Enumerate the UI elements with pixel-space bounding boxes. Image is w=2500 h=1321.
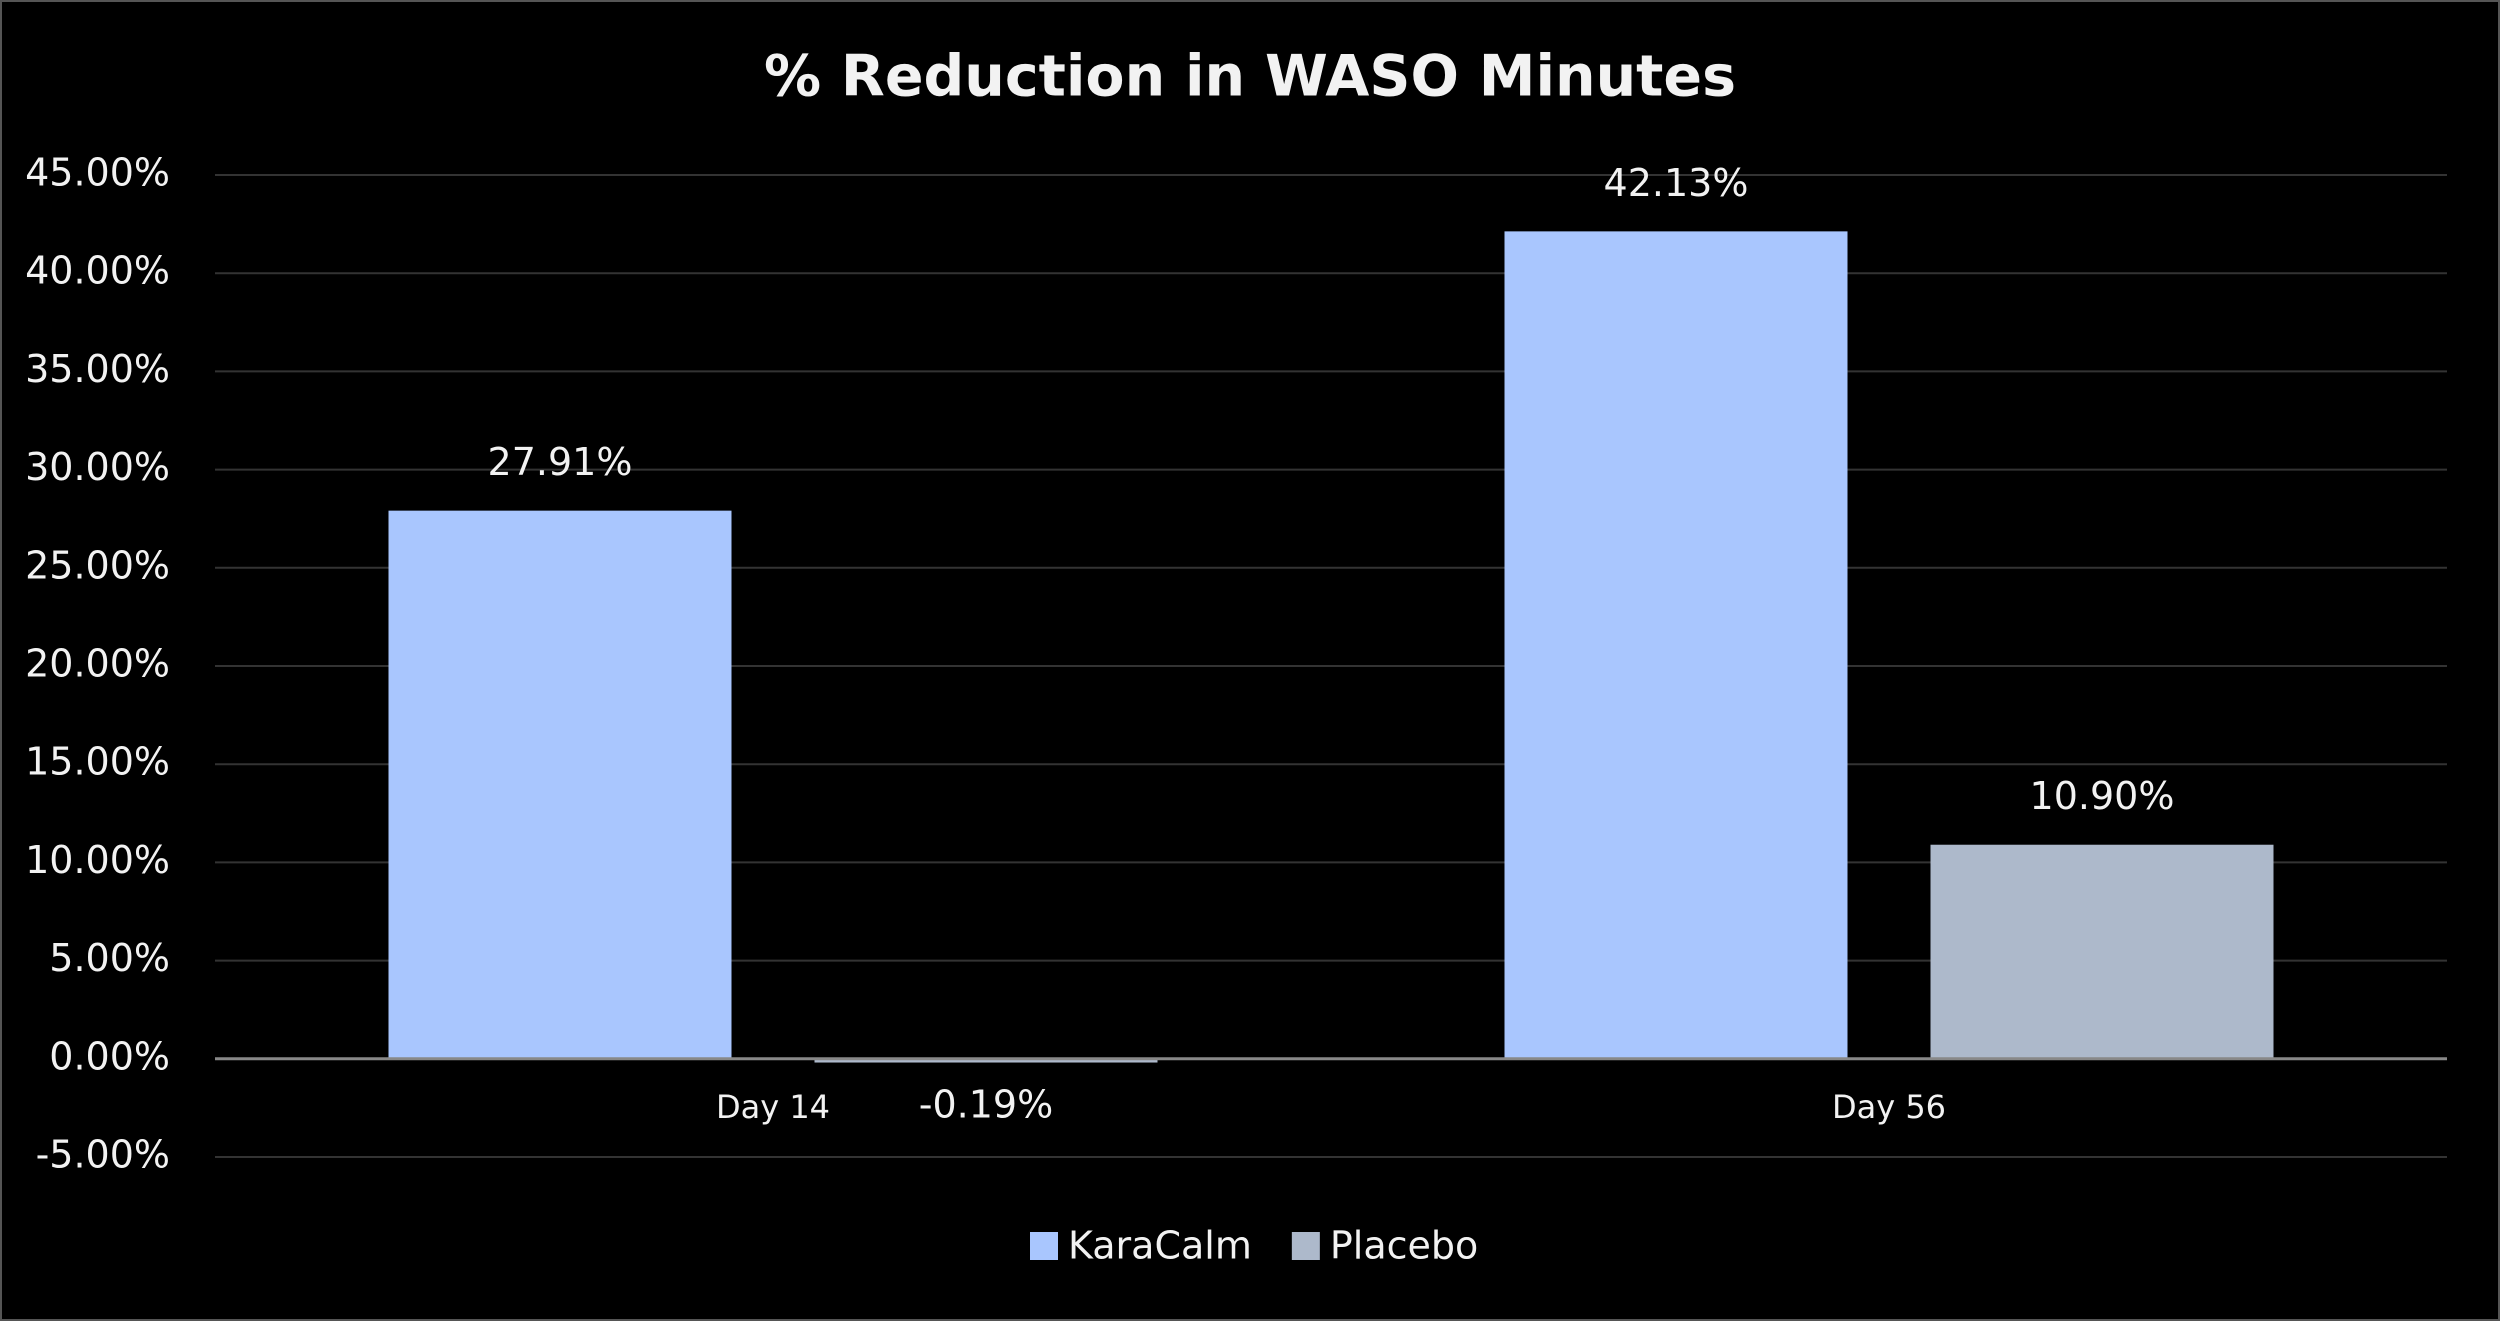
y-tick-label: 5.00%: [49, 936, 170, 980]
y-tick-label: 25.00%: [25, 543, 170, 587]
y-tick-label: -5.00%: [36, 1133, 170, 1177]
x-tick-label: Day 56: [1832, 1088, 1946, 1126]
y-tick-label: 30.00%: [25, 445, 170, 489]
bar: [814, 1058, 1158, 1063]
legend-swatch: [1030, 1232, 1058, 1260]
value-label: 10.90%: [2030, 774, 2175, 818]
y-tick-label: 40.00%: [25, 249, 170, 293]
y-tick-label: 10.00%: [25, 838, 170, 882]
bar: [388, 510, 732, 1059]
legend-swatch: [1291, 1232, 1320, 1260]
value-label: 42.13%: [1604, 161, 1749, 205]
y-tick-label: 45.00%: [25, 151, 170, 195]
x-tick-label: Day 14: [716, 1088, 830, 1126]
chart-title: % Reduction in WASO Minutes: [764, 44, 1736, 110]
bar: [1930, 844, 2274, 1059]
value-label: 27.91%: [488, 440, 633, 484]
y-tick-label: 0.00%: [49, 1034, 170, 1078]
bar: [1504, 231, 1848, 1059]
legend-label: Placebo: [1330, 1224, 1478, 1268]
y-tick-label: 35.00%: [25, 347, 170, 391]
y-tick-label: 15.00%: [25, 740, 170, 784]
y-tick-label: 20.00%: [25, 642, 170, 686]
legend-label: KaraCalm: [1068, 1224, 1252, 1268]
value-label: -0.19%: [919, 1082, 1053, 1126]
